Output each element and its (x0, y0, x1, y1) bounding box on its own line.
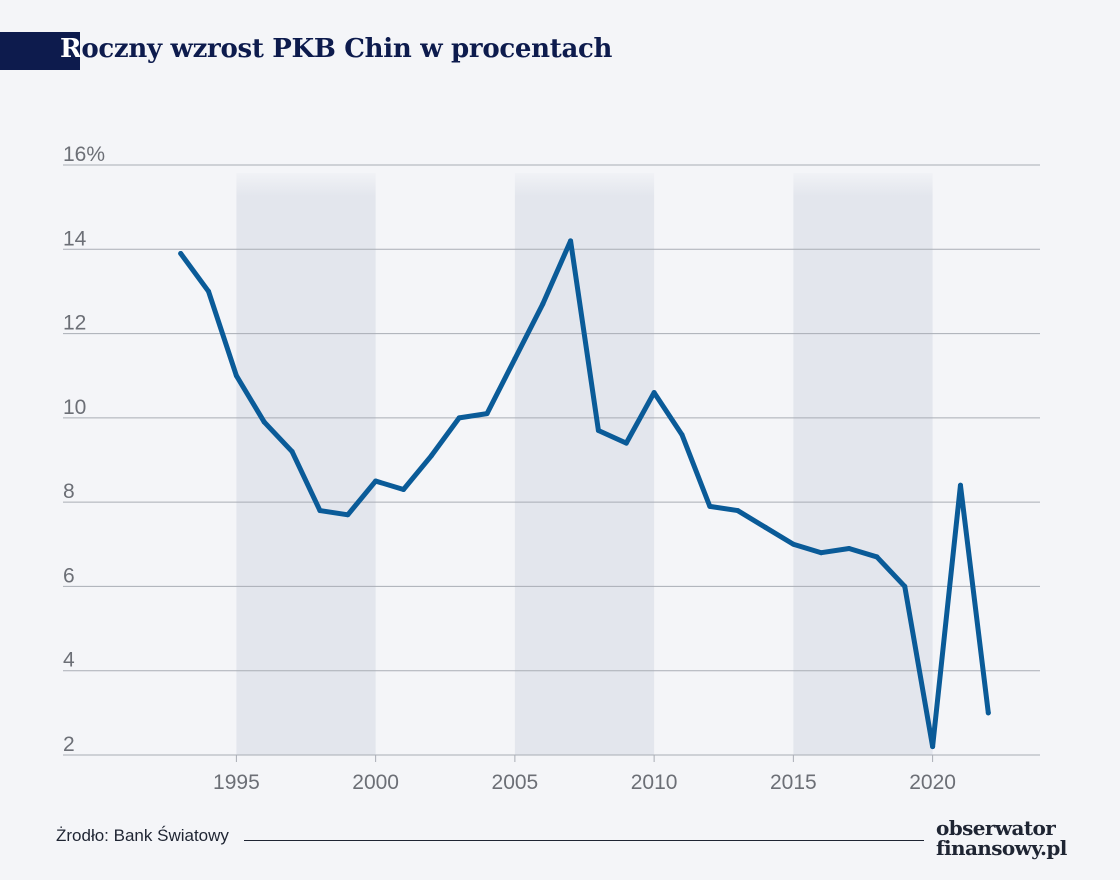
data-point-2016 (818, 550, 824, 556)
data-point-2015 (790, 541, 796, 547)
y-tick-label-0: 2 (63, 733, 75, 756)
x-tick-label-3: 2010 (631, 771, 678, 794)
data-point-2019 (902, 583, 908, 589)
data-point-2008 (595, 428, 601, 433)
y-tick-label-7: 16% (63, 143, 105, 166)
data-point-2006 (540, 301, 546, 307)
data-point-2018 (874, 554, 880, 560)
data-point-2007 (568, 238, 574, 244)
data-point-2012 (707, 503, 713, 509)
data-point-2005 (512, 356, 518, 362)
brand-line-2: finansowy.pl (936, 836, 1067, 860)
data-point-2011 (679, 432, 685, 438)
data-point-2000 (373, 478, 379, 484)
data-point-2017 (846, 546, 852, 551)
data-point-2004 (484, 411, 490, 417)
y-tick-label-6: 14 (63, 227, 87, 250)
y-tick-label-2: 6 (63, 564, 75, 587)
title-text: oczny wzrost PKB Chin w procentach (81, 34, 613, 64)
y-tick-label-4: 10 (63, 396, 86, 419)
page-title: Roczny wzrost PKB Chin w procentach (60, 34, 612, 64)
data-point-2002 (428, 453, 434, 459)
brand-logo: obserwator finansowy.pl (936, 818, 1106, 858)
data-point-1999 (345, 512, 351, 518)
data-point-1997 (289, 449, 295, 455)
data-point-2010 (651, 390, 657, 396)
footer-divider (244, 840, 924, 841)
y-tick-label-1: 4 (63, 649, 75, 672)
x-tick-label-5: 2020 (909, 771, 956, 794)
data-point-2009 (623, 440, 629, 446)
data-point-2013 (735, 508, 741, 514)
title-initial: R (60, 34, 82, 64)
data-point-1996 (261, 419, 267, 425)
data-point-1995 (233, 373, 239, 379)
shaded-band-2 (793, 173, 933, 755)
source-note: Żrodło: Bank Światowy (56, 826, 229, 845)
x-tick-label-2: 2005 (492, 771, 539, 794)
data-point-2003 (456, 415, 462, 421)
data-point-1994 (206, 288, 212, 294)
x-tick-label-1: 2000 (352, 771, 399, 794)
shaded-band-0 (236, 173, 376, 755)
data-point-1998 (317, 508, 323, 514)
y-tick-label-5: 12 (63, 312, 86, 335)
data-point-2022 (985, 710, 991, 716)
x-tick-label-4: 2015 (770, 771, 817, 794)
y-tick-label-3: 8 (63, 480, 75, 503)
data-point-2001 (400, 487, 406, 492)
shaded-band-1 (514, 173, 655, 755)
brand-line-1: obserwator (936, 816, 1056, 840)
data-point-2014 (763, 524, 769, 530)
data-point-1993 (178, 251, 184, 256)
data-point-2021 (957, 482, 963, 488)
x-tick-label-0: 1995 (213, 771, 260, 794)
series-line-0 (178, 238, 991, 750)
title-accent-bar (0, 32, 80, 70)
data-point-2020 (930, 744, 936, 750)
